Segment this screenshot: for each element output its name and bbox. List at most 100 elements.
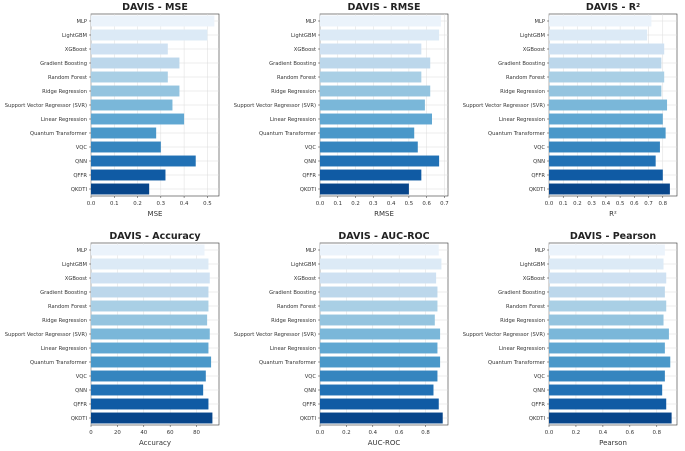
category-label: XGBoost [523,47,545,53]
category-label: VQC [534,374,546,380]
x-tick-label: 0.8 [421,430,430,436]
bar [549,183,670,195]
category-label: Gradient Boosting [40,290,87,296]
bar [320,314,435,326]
x-tick-label: 0.1 [559,201,568,207]
category-label: Ridge Regression [271,318,316,324]
bar [320,328,441,340]
category-label: Support Vector Regressor (SVR) [234,103,316,109]
category-label: LightGBM [520,33,545,39]
bar [320,127,415,139]
chart-title: DAVIS - Pearson [570,231,657,242]
x-tick-label: 0.4 [180,201,189,207]
bar [549,412,672,424]
category-label: MLP [535,19,546,25]
category-label: Quantum Transformer [30,131,88,137]
category-label: XGBoost [65,47,87,53]
category-label: Linear Regression [41,346,87,352]
x-tick-label: 0.0 [545,201,554,207]
bar [320,398,439,410]
bar [549,342,665,354]
x-tick-label: 0.3 [369,201,378,207]
category-label: Gradient Boosting [498,290,545,296]
category-label: LightGBM [62,262,87,268]
category-label: Ridge Regression [500,318,545,324]
bar [320,286,438,298]
x-tick-label: 60 [167,430,174,436]
x-tick-label: 0.6 [630,201,639,207]
x-tick-label: 0.1 [110,201,119,207]
category-label: Quantum Transformer [30,360,88,366]
bar [549,15,652,27]
x-tick-label: 0.4 [368,430,377,436]
x-tick-label: 0.3 [587,201,596,207]
chart-title: DAVIS - R² [586,2,640,13]
category-label: Random Forest [48,304,87,310]
x-tick-label: 20 [114,430,121,436]
category-label: Quantum Transformer [488,131,546,137]
subplot-3: DAVIS - R² MLP LightGBM XGBoost Gradient Boo… [463,2,678,218]
x-tick-label: 0.4 [602,201,611,207]
category-label: XGBoost [294,47,316,53]
category-label: QNN [533,159,545,165]
bar [91,272,210,284]
bar [320,113,432,125]
bar [320,384,434,396]
subplot-1: DAVIS - MSE MLP LightGBM XGBoost Gradient Bo… [5,2,220,218]
chart-title: DAVIS - RMSE [348,2,421,13]
category-label: QKDTI [529,187,546,193]
bar [320,155,440,167]
bar [549,398,667,410]
x-tick-label: 0.4 [599,430,608,436]
bar [549,141,660,153]
bar [549,113,663,125]
bar [549,272,667,284]
x-tick-label: 0.0 [545,430,554,436]
category-label: QFFR [302,173,316,179]
x-tick-label: 0.0 [87,201,96,207]
bar [91,244,205,256]
category-label: QNN [75,159,87,165]
category-label: Support Vector Regressor (SVR) [463,332,545,338]
category-label: Linear Regression [270,346,316,352]
category-label: VQC [76,374,88,380]
x-tick-label: 0.8 [658,201,667,207]
bar [320,71,422,83]
bar [320,183,409,195]
bar [549,127,666,139]
bar [549,99,668,111]
bar [91,370,206,382]
bar [320,15,441,27]
category-label: QFFR [73,173,87,179]
category-label: Quantum Transformer [259,131,317,137]
category-label: Support Vector Regressor (SVR) [5,332,87,338]
category-label: Gradient Boosting [269,290,316,296]
bar [549,57,662,69]
x-tick-label: 80 [193,430,200,436]
category-label: Quantum Transformer [259,360,317,366]
bar [91,328,210,340]
category-label: Random Forest [506,304,545,310]
x-tick-label: 0.0 [316,430,325,436]
bar [549,356,671,368]
category-label: QKDTI [71,416,88,422]
bar [91,398,209,410]
category-label: QNN [533,388,545,394]
x-tick-label: 0.7 [644,201,653,207]
category-label: Ridge Regression [42,89,87,95]
x-tick-label: 0 [89,430,93,436]
category-label: MLP [306,248,317,254]
category-label: XGBoost [523,276,545,282]
x-axis-label: MSE [148,210,163,218]
bar [549,314,664,326]
category-label: Random Forest [277,304,316,310]
x-tick-label: 0.6 [626,430,635,436]
bar [320,412,443,424]
bar [91,71,168,83]
category-label: Ridge Regression [42,318,87,324]
category-label: QFFR [73,402,87,408]
category-label: MLP [306,19,317,25]
bar [91,57,180,69]
bar [320,99,425,111]
subplot-6: DAVIS - Pearson MLP LightGBM XGBoost Gradien… [463,231,678,447]
